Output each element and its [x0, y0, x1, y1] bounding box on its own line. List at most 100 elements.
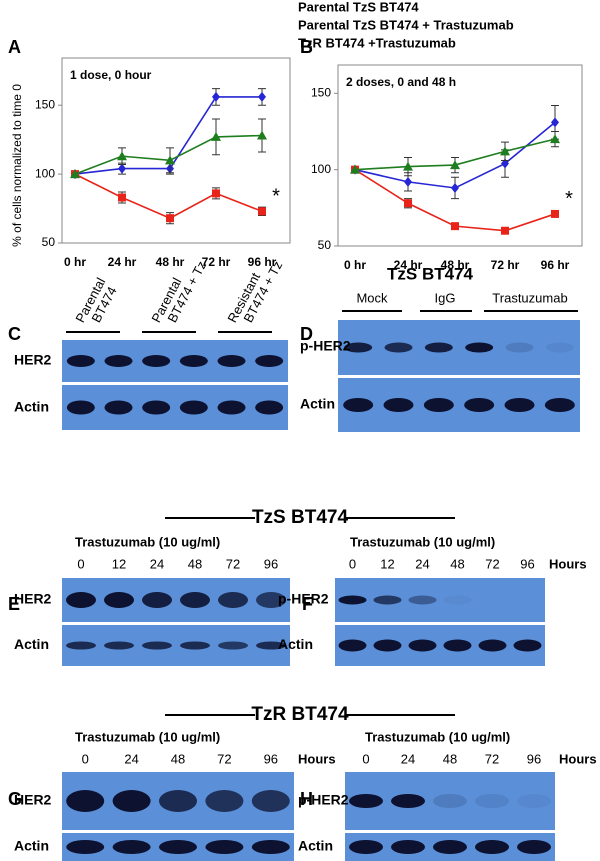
marker: [500, 146, 510, 156]
blot-band: [255, 400, 284, 415]
blot-band: [104, 592, 134, 608]
blot-band: [66, 592, 96, 608]
blot-band: [180, 592, 210, 608]
y-tick-label: 50: [42, 235, 56, 249]
blot-band: [373, 639, 402, 652]
panel-letter: E: [8, 594, 20, 614]
blot-band: [424, 342, 453, 353]
marker: [257, 130, 267, 140]
blot-strip: [62, 625, 290, 666]
chart-annotation: 2 doses, 0 and 48 h: [346, 75, 456, 89]
blot-band: [104, 355, 133, 367]
marker: [501, 158, 509, 169]
blot-band: [142, 641, 172, 650]
timepoint-label: 72: [485, 751, 499, 766]
marker: [551, 209, 559, 218]
timepoint-label: 24: [124, 751, 138, 766]
blot-band: [66, 400, 95, 415]
lane-label: Trastuzumab: [492, 290, 567, 305]
timepoint-label: 12: [380, 556, 394, 571]
unit-label: Hours: [298, 751, 336, 766]
y-tick-label: 150: [311, 85, 331, 99]
blot-band: [159, 790, 197, 812]
marker: [403, 161, 413, 171]
marker: [212, 189, 220, 198]
blot-band: [159, 840, 197, 854]
marker: [118, 193, 126, 202]
blot-band: [251, 790, 290, 812]
timepoint-label: 24: [415, 556, 429, 571]
treatment-label: Trastuzumab (10 ug/ml): [365, 729, 510, 744]
marker: [450, 160, 460, 170]
row-label: p-HER2: [278, 591, 329, 607]
blot-band: [104, 400, 133, 415]
blot-band: [391, 794, 425, 808]
blot-strip: [338, 378, 580, 432]
marker: [451, 182, 459, 193]
row-label: Actin: [14, 399, 49, 415]
y-axis-label: % of cells normalized to time 0: [10, 84, 24, 247]
timepoint-label: 0: [77, 556, 84, 571]
significance-mark: *: [565, 188, 573, 210]
x-tick-label: 24 hr: [108, 255, 137, 269]
blot-band: [475, 840, 509, 854]
timepoint-label: 96: [264, 751, 278, 766]
blot-band: [104, 641, 134, 650]
blot-band: [545, 342, 574, 353]
row-label: HER2: [14, 792, 52, 808]
timepoint-label: 0: [349, 556, 356, 571]
row-label: Actin: [14, 636, 49, 652]
x-tick-label: 48 hr: [156, 255, 185, 269]
marker: [551, 117, 559, 128]
blot-band: [205, 840, 244, 854]
significance-mark: *: [272, 186, 280, 208]
panel-letter: C: [8, 324, 21, 344]
row-label: Actin: [298, 838, 333, 854]
legend-entry: TzR BT474 +Trastuzumab: [298, 35, 456, 50]
lane-label: IgG: [435, 290, 456, 305]
plot-frame: [337, 64, 583, 247]
timepoint-label: 48: [171, 751, 185, 766]
blot-band: [517, 840, 551, 854]
blot-band: [544, 398, 575, 412]
row-label: Actin: [14, 838, 49, 854]
blot-band: [66, 790, 105, 812]
blot-band: [338, 639, 367, 652]
x-tick-label: 0 hr: [344, 258, 366, 272]
section-title: TzS BT474: [252, 507, 349, 528]
panel-letter: H: [300, 789, 313, 809]
blot-strip: [335, 625, 545, 666]
blot-band: [142, 592, 172, 608]
y-tick-label: 100: [311, 162, 331, 176]
x-tick-label: 96 hr: [248, 255, 277, 269]
x-tick-label: 0 hr: [64, 255, 86, 269]
blot-band: [349, 794, 383, 808]
blot-band: [256, 641, 286, 650]
blot-title: TzS BT474: [387, 264, 474, 283]
timepoint-label: 72: [485, 556, 499, 571]
row-label: p-HER2: [300, 338, 351, 354]
row-label: HER2: [14, 352, 52, 368]
marker: [211, 131, 221, 141]
y-tick-label: 50: [318, 238, 332, 252]
blot-band: [142, 355, 171, 367]
blot-band: [205, 790, 244, 812]
panel-letter: A: [8, 37, 21, 57]
blot-band: [505, 342, 534, 353]
blot-band: [218, 641, 248, 650]
timepoint-label: 12: [112, 556, 126, 571]
marker: [118, 163, 126, 174]
timepoint-label: 0: [82, 751, 89, 766]
blot-band: [433, 840, 467, 854]
blot-band: [112, 840, 151, 854]
blot-band: [255, 355, 284, 367]
blot-band: [478, 639, 507, 652]
blot-band: [373, 595, 402, 605]
legend-entry: Parental TzS BT474 + Trastuzumab: [298, 17, 514, 32]
timepoint-label: 72: [217, 751, 231, 766]
treatment-label: Trastuzumab (10 ug/ml): [75, 729, 220, 744]
timepoint-label: 48: [443, 751, 457, 766]
blot-band: [66, 355, 95, 367]
timepoint-label: 48: [450, 556, 464, 571]
blot-band: [475, 794, 509, 808]
